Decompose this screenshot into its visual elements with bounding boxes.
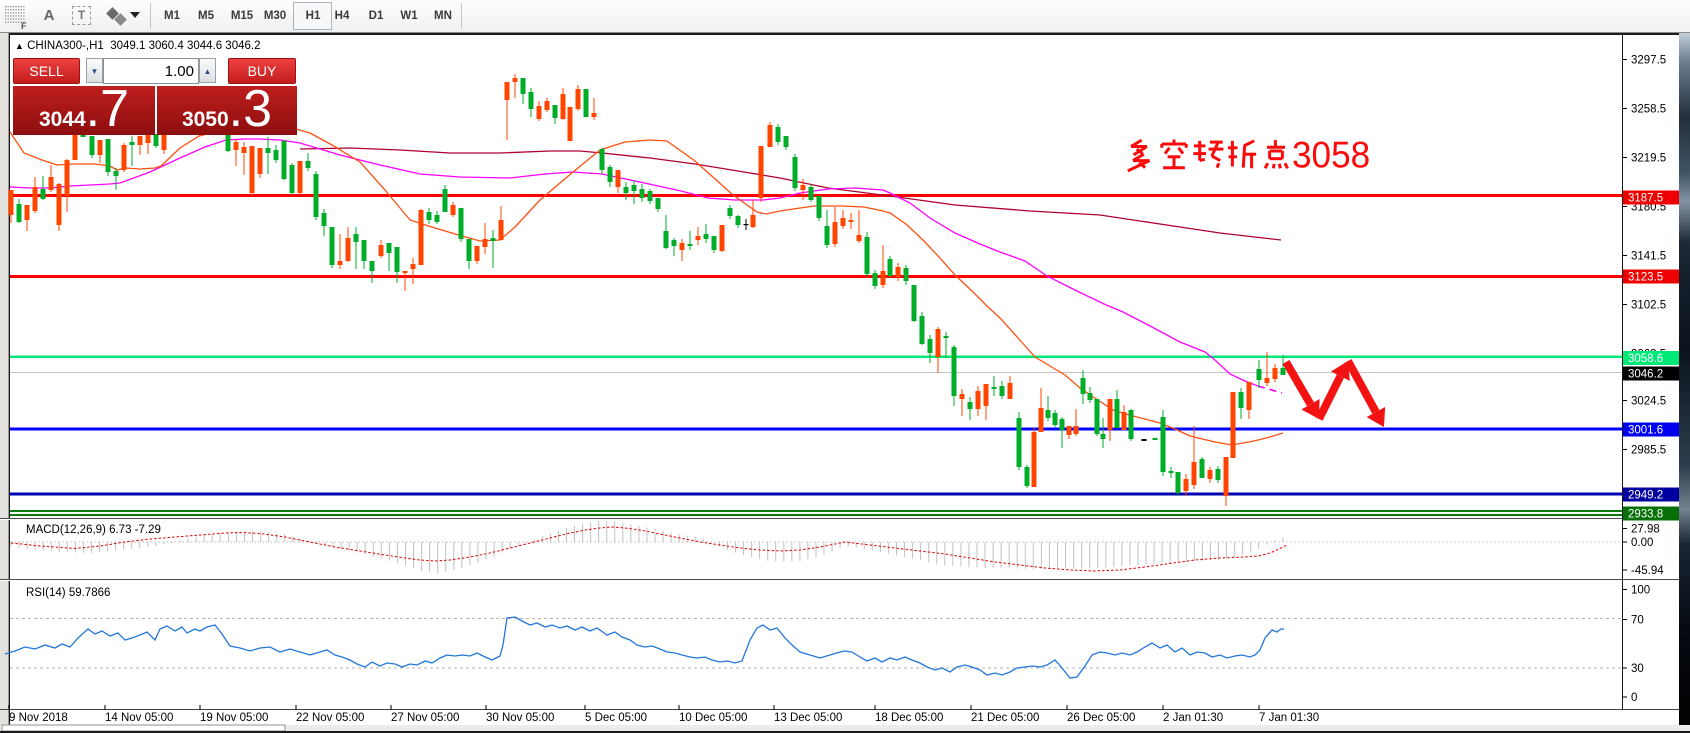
- svg-text:18 Dec 05:00: 18 Dec 05:00: [875, 712, 943, 724]
- svg-text:70: 70: [1631, 615, 1644, 627]
- svg-text:RSI(14) 59.7866: RSI(14) 59.7866: [26, 587, 110, 599]
- svg-text:2985.5: 2985.5: [1631, 445, 1666, 457]
- svg-text:21 Dec 05:00: 21 Dec 05:00: [971, 712, 1039, 724]
- svg-text:7 Jan 01:30: 7 Jan 01:30: [1259, 712, 1319, 724]
- svg-text:2949.2: 2949.2: [1628, 490, 1663, 502]
- svg-text:F: F: [21, 21, 27, 30]
- svg-text:3046.2: 3046.2: [1628, 369, 1663, 381]
- svg-text:3219.5: 3219.5: [1631, 153, 1666, 165]
- svg-text:9 Nov 2018: 9 Nov 2018: [9, 712, 68, 724]
- svg-text:13 Dec 05:00: 13 Dec 05:00: [774, 712, 842, 724]
- svg-text:100: 100: [1631, 585, 1650, 597]
- svg-text:30 Nov 05:00: 30 Nov 05:00: [486, 712, 554, 724]
- svg-text:-45.94: -45.94: [1631, 565, 1664, 577]
- svg-text:3102.5: 3102.5: [1631, 300, 1666, 312]
- svg-text:30: 30: [1631, 663, 1644, 675]
- svg-text:5 Dec 05:00: 5 Dec 05:00: [585, 712, 647, 724]
- svg-text:3258.5: 3258.5: [1631, 104, 1666, 116]
- svg-text:3024.5: 3024.5: [1631, 396, 1666, 408]
- svg-text:3058: 3058: [1292, 134, 1370, 176]
- svg-text:2933.8: 2933.8: [1628, 509, 1663, 521]
- svg-text:2 Jan 01:30: 2 Jan 01:30: [1163, 712, 1223, 724]
- svg-text:0.00: 0.00: [1631, 537, 1653, 549]
- svg-text:3123.5: 3123.5: [1628, 272, 1663, 284]
- svg-text:27 Nov 05:00: 27 Nov 05:00: [391, 712, 459, 724]
- svg-text:22 Nov 05:00: 22 Nov 05:00: [296, 712, 364, 724]
- svg-text:10 Dec 05:00: 10 Dec 05:00: [679, 712, 747, 724]
- svg-text:19 Nov 05:00: 19 Nov 05:00: [200, 712, 268, 724]
- svg-text:14 Nov 05:00: 14 Nov 05:00: [105, 712, 173, 724]
- svg-text:3141.5: 3141.5: [1631, 251, 1666, 263]
- svg-text:3058.6: 3058.6: [1628, 353, 1663, 365]
- svg-text:3001.6: 3001.6: [1628, 425, 1663, 437]
- svg-text:MACD(12,26,9) 6.73 -7.29: MACD(12,26,9) 6.73 -7.29: [26, 524, 161, 536]
- svg-text:3187.5: 3187.5: [1628, 193, 1663, 205]
- svg-text:3297.5: 3297.5: [1631, 55, 1666, 67]
- svg-text:0: 0: [1631, 692, 1637, 704]
- svg-text:27.98: 27.98: [1631, 524, 1660, 536]
- svg-text:26 Dec 05:00: 26 Dec 05:00: [1067, 712, 1135, 724]
